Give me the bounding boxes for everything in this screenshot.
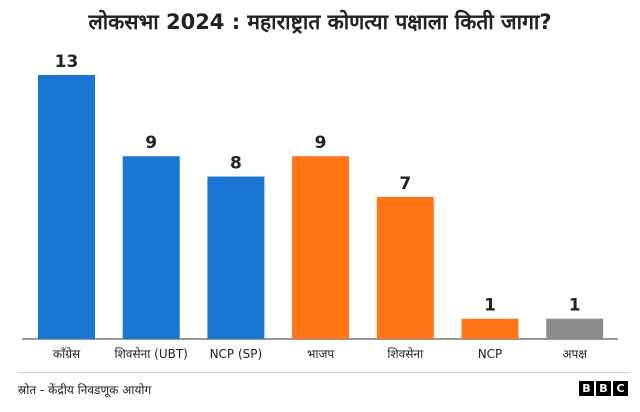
bar-value-label: 7 bbox=[399, 174, 411, 194]
category-label: कॉंग्रेस bbox=[53, 347, 81, 361]
category-label: शिवसेना (UBT) bbox=[115, 347, 188, 361]
footer-divider bbox=[18, 372, 630, 373]
bar-value-label: 9 bbox=[145, 133, 157, 153]
bar bbox=[546, 318, 604, 339]
bar-value-label: 9 bbox=[315, 133, 327, 153]
bar bbox=[38, 75, 95, 339]
category-label: शिवसेना bbox=[387, 347, 424, 361]
bar-chart: 13 कॉंग्रेस 9 शिवसेना (UBT) 8 NCP (SP) 9 भाजप 7 श… bbox=[22, 52, 618, 361]
category-label: NCP bbox=[478, 347, 503, 361]
chart-title: लोकसभा 2024 : महाराष्ट्रात कोणत्या पक्षा… bbox=[88, 10, 552, 34]
category-label: अपक्ष bbox=[562, 347, 587, 361]
bar-value-label: 1 bbox=[569, 296, 581, 316]
bbc-logo-letter: C bbox=[613, 381, 628, 396]
bar-value-label: 8 bbox=[230, 154, 242, 174]
bar-value-label: 1 bbox=[484, 296, 496, 316]
bar bbox=[207, 176, 265, 339]
bbc-logo-letter: B bbox=[579, 381, 594, 396]
bar bbox=[292, 156, 350, 339]
bar-value-label: 13 bbox=[55, 52, 79, 72]
bar bbox=[376, 196, 434, 339]
source-note: स्रोत - केंद्रीय निवडणूक आयोग bbox=[18, 383, 152, 397]
bbc-logo-letter: B bbox=[596, 381, 611, 396]
bar bbox=[122, 156, 180, 339]
category-label: NCP (SP) bbox=[210, 347, 263, 361]
bar bbox=[461, 318, 519, 339]
bbc-logo: B B C bbox=[579, 381, 628, 396]
category-label: भाजप bbox=[307, 347, 334, 361]
